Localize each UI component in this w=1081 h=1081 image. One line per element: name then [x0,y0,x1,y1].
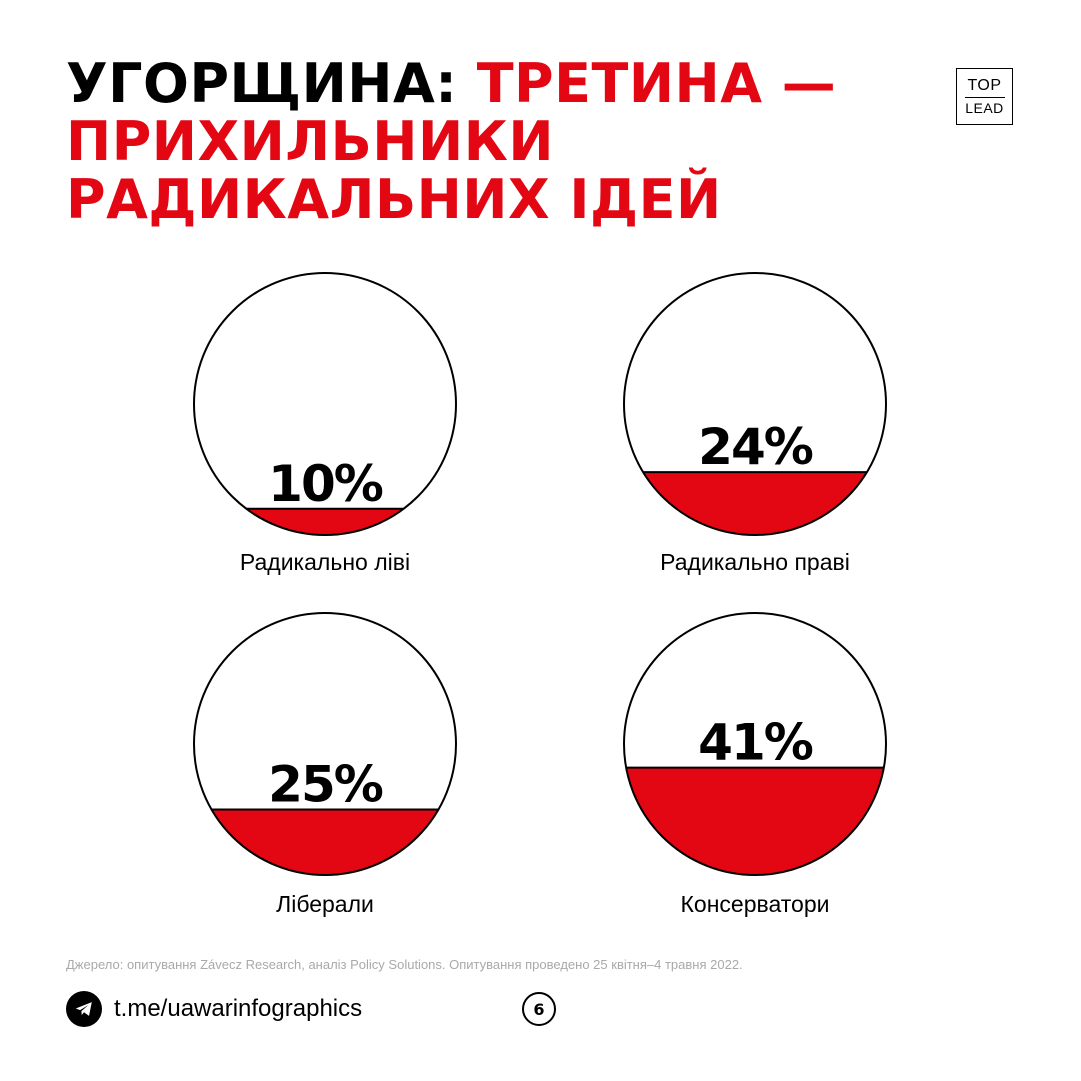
category-label: Консерватори [681,891,830,917]
logo-bottom-text: LEAD [965,100,1004,117]
circle-background [194,273,456,535]
title-red-part: ТРЕТИНА — ПРИХИЛЬНИКИ РАДИКАЛЬНИХ ІДЕЙ [66,52,837,231]
circle-group: 25% Ліберали [193,612,457,917]
circle-outline [623,272,887,536]
page-title: УГОРЩИНА: ТРЕТИНА — ПРИХИЛЬНИКИ РАДИКАЛЬ… [66,55,946,229]
page-number: 6 [522,992,556,1026]
fill-segment [643,472,867,535]
telegram-link-text: t.me/uawarinfographics [114,995,363,1022]
source-note: Джерело: опитування Závecz Research, ана… [66,957,743,972]
fill-segment [626,767,884,875]
logo-divider [964,96,1005,99]
fill-segment [211,809,439,875]
telegram-icon [66,991,102,1027]
circle-outline [623,612,887,876]
top-lead-logo: TOP LEAD [956,68,1013,125]
circle-fill-chart: 10% Радикально ліві 24% Радикально праві 25%… [193,272,887,917]
circle-outline [193,272,457,536]
value-label: 10% [268,455,383,513]
category-label: Радикально праві [660,549,850,575]
value-label: 41% [698,714,813,772]
category-label: Радикально ліві [240,549,410,575]
value-label: 24% [698,418,813,476]
title-black-part: УГОРЩИНА: [66,52,477,115]
value-label: 25% [268,756,383,814]
circle-group: 41% Консерватори [623,612,887,917]
circle-group: 24% Радикально праві [623,272,887,575]
circle-outline [193,612,457,876]
category-label: Ліберали [276,891,374,917]
telegram-link[interactable]: t.me/uawarinfographics [66,990,362,1028]
circle-group: 10% Радикально ліві [193,272,457,575]
logo-top-text: TOP [967,76,1002,94]
circle-background [624,273,886,535]
